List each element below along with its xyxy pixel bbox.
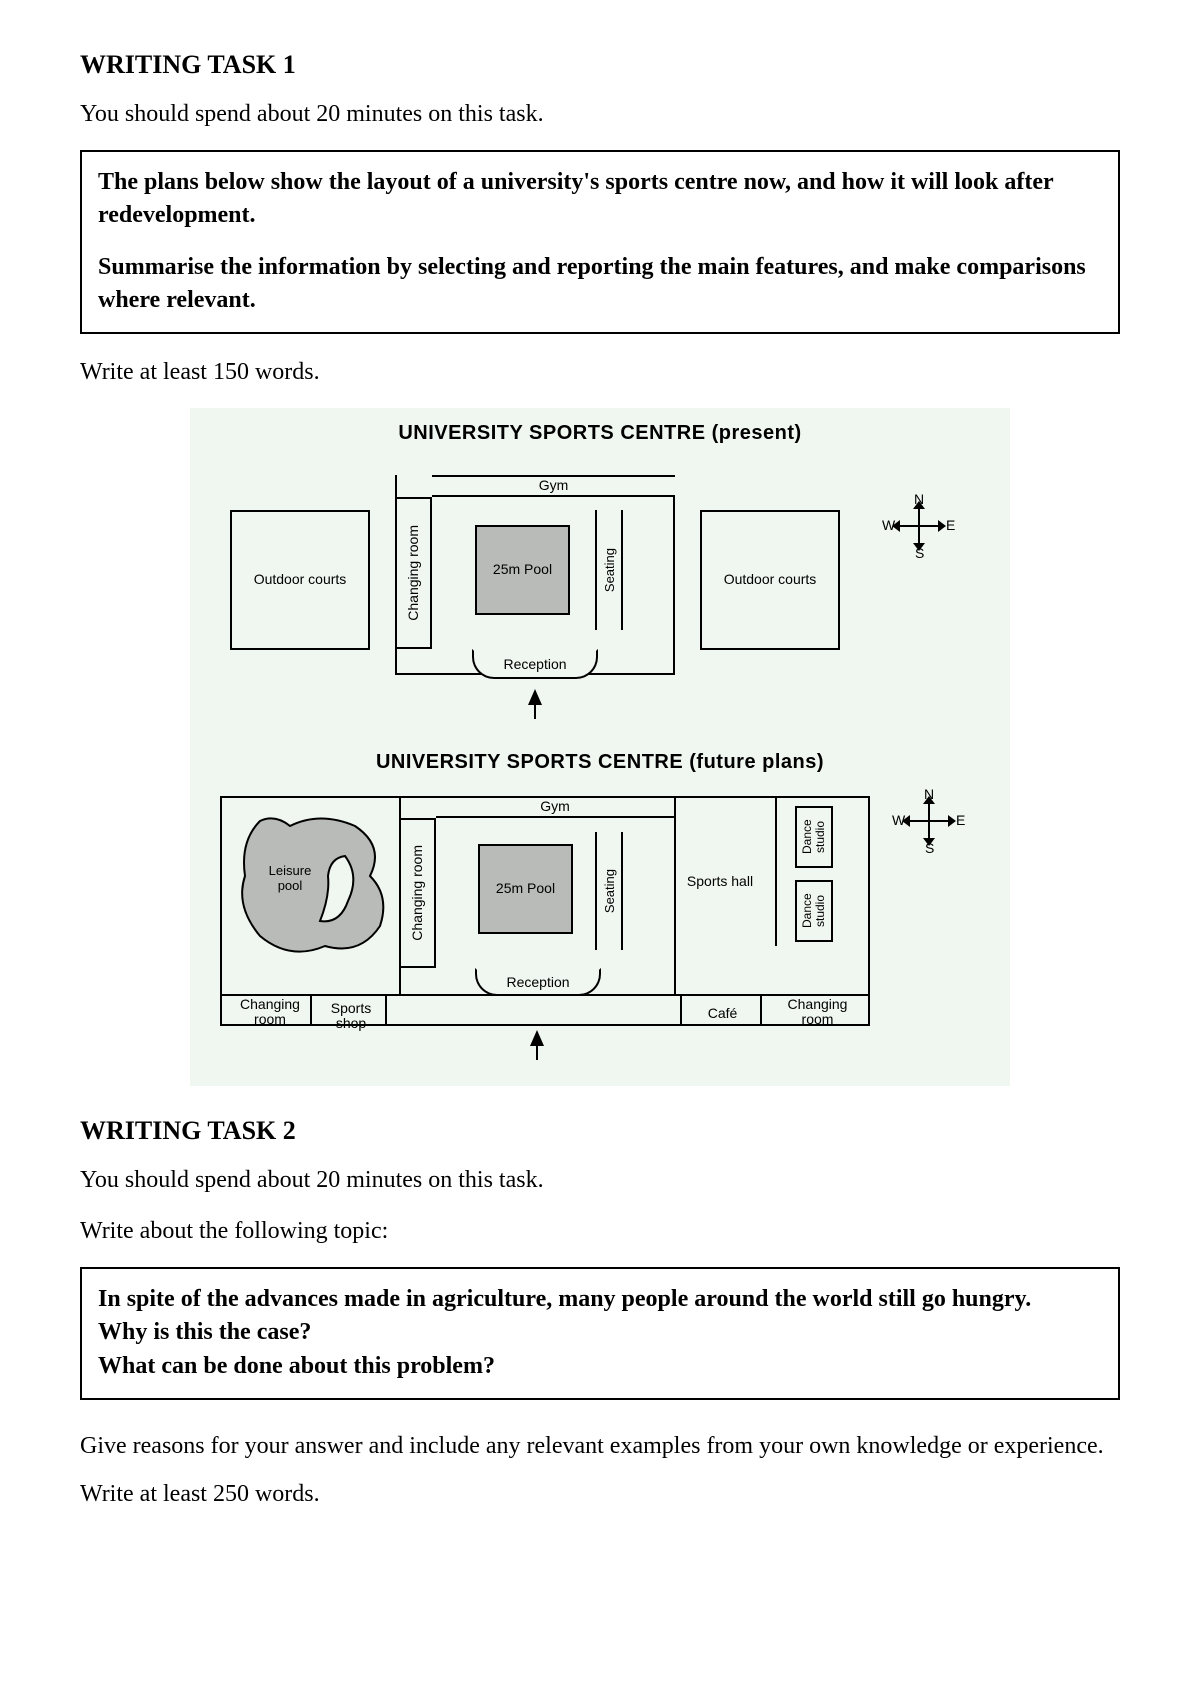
dance-wall [775, 796, 777, 946]
future-seating: Seating [595, 832, 623, 950]
task1-heading: WRITING TASK 1 [80, 50, 1120, 80]
sports-hall: Sports hall [685, 862, 755, 902]
divider-2 [385, 994, 387, 1026]
leisure-pool-label: Leisure pool [255, 862, 325, 896]
task2-outro: Give reasons for your answer and include… [80, 1422, 1120, 1518]
dance1-label: Dance studio [801, 808, 827, 866]
future-inner-wall-left [399, 796, 401, 994]
changing-room-right: Changing room [770, 997, 865, 1028]
task1-min-words: Write at least 150 words. [80, 356, 1120, 390]
task2-heading: WRITING TASK 2 [80, 1116, 1120, 1146]
task2-intro: Write about the following topic: [80, 1215, 1120, 1249]
task2-box-l2: Why is this the case? [98, 1316, 1102, 1350]
reception: Reception [472, 649, 598, 679]
seating: Seating [595, 510, 623, 630]
divider-4 [760, 994, 762, 1026]
future-reception: Reception [475, 968, 601, 996]
future-inner-wall-right [674, 796, 676, 994]
future-title: UNIVERSITY SPORTS CENTRE (future plans) [200, 751, 1000, 774]
task1-timing: You should spend about 20 minutes on thi… [80, 98, 1120, 132]
fc-e: E [956, 812, 965, 828]
task2-timing: You should spend about 20 minutes on thi… [80, 1164, 1120, 1198]
dance-studio-1: Dance studio [795, 806, 833, 868]
compass-w: W [882, 517, 895, 533]
fc-n: N [924, 786, 934, 802]
present-plan: Outdoor courts Gym Changing room 25m Poo… [200, 455, 1000, 725]
compass-e: E [946, 517, 955, 533]
fc-s: S [925, 840, 934, 856]
sports-shop: Sports shop [318, 1001, 384, 1032]
outdoor-courts-right: Outdoor courts [700, 510, 840, 650]
changing-room-label: Changing room [406, 525, 421, 621]
future-seating-label: Seating [602, 869, 617, 913]
changing-room-left: Changing room [230, 997, 310, 1028]
pool: 25m Pool [475, 525, 570, 615]
future-plan: Leisure pool Gym Changing room 25m Pool … [200, 784, 1000, 1064]
future-compass-icon: N S W E [900, 792, 970, 862]
task2-box-l3: What can be done about this problem? [98, 1350, 1102, 1384]
entrance-arrow-stem [534, 703, 536, 719]
task1-box: The plans below show the layout of a uni… [80, 150, 1120, 334]
task1-box-p2: Summarise the information by selecting a… [98, 251, 1102, 318]
gym-label: Gym [432, 475, 675, 497]
task1-box-p1: The plans below show the layout of a uni… [98, 166, 1102, 233]
compass-n: N [914, 491, 924, 507]
compass-icon: N S W E [890, 497, 960, 567]
dance2-label: Dance studio [801, 882, 827, 940]
future-changing-room: Changing room [399, 818, 436, 968]
divider-3 [680, 994, 682, 1026]
future-pool: 25m Pool [478, 844, 573, 934]
future-changing-room-label: Changing room [410, 845, 425, 941]
changing-room: Changing room [395, 497, 432, 649]
future-gym: Gym [436, 796, 674, 818]
diagram-container: UNIVERSITY SPORTS CENTRE (present) Outdo… [190, 408, 1010, 1086]
future-entrance-stem [536, 1044, 538, 1060]
compass-s: S [915, 545, 924, 561]
seating-label: Seating [602, 548, 617, 592]
dance-studio-2: Dance studio [795, 880, 833, 942]
task2-box: In spite of the advances made in agricul… [80, 1267, 1120, 1400]
present-title: UNIVERSITY SPORTS CENTRE (present) [200, 422, 1000, 445]
outdoor-courts-left: Outdoor courts [230, 510, 370, 650]
divider-1 [310, 994, 312, 1026]
fc-w: W [892, 812, 905, 828]
task2-box-l1: In spite of the advances made in agricul… [98, 1283, 1102, 1317]
cafe: Café [690, 1006, 755, 1021]
